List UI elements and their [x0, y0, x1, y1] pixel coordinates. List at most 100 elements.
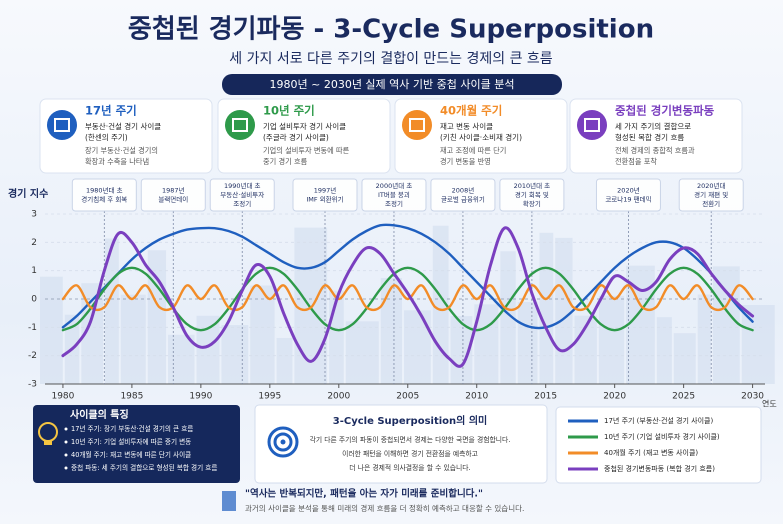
annotation-text: 1997년 — [314, 186, 337, 195]
feature-item: 중첩 파동: 세 주기의 결합으로 형성된 복합 경기 흐름 — [71, 463, 217, 472]
annotation-box — [140, 178, 206, 212]
annotation-box — [678, 178, 744, 212]
building — [697, 294, 711, 384]
y-tick-label: 3 — [31, 210, 37, 220]
card-line: 재고 변동 사이클 — [440, 121, 493, 131]
y-tick-label: 1 — [31, 266, 37, 276]
building — [450, 316, 473, 384]
legend-label: 17년 주기 (부동산·건설 경기 사이클) — [604, 416, 713, 425]
card-line: 기업 설비투자 경기 사이클 — [263, 121, 346, 131]
building — [120, 294, 146, 384]
card-line: (주글라 경기 사이클) — [263, 132, 329, 142]
bullet — [64, 453, 68, 457]
subtitle: 세 가지 서로 다른 주기의 결합이 만드는 경제의 큰 흐름 — [229, 51, 553, 67]
quote: "역사는 반복되지만, 패턴을 아는 자가 미래를 준비합니다." — [245, 488, 483, 500]
card — [217, 98, 391, 174]
y-tick-label: -2 — [28, 351, 37, 361]
annotation-text: 부동산·설비투자 — [220, 190, 264, 199]
building — [168, 334, 195, 384]
card-line: 세 가지 주기의 결합으로 — [615, 121, 691, 131]
x-axis-label: 연도 — [762, 400, 777, 409]
building — [598, 295, 625, 384]
card-note: 경기 변동을 반영 — [440, 157, 491, 166]
card — [39, 98, 213, 174]
y-tick-label: 2 — [31, 238, 37, 248]
card-note: 전환점을 포착 — [615, 157, 657, 166]
x-tick-label: 2025 — [672, 392, 695, 402]
annotation-text: 1987년 — [162, 186, 185, 195]
x-tick-label: 1995 — [258, 392, 281, 402]
annotation-text: 경기 재편 및 — [694, 190, 728, 199]
y-tick-label: -3 — [28, 380, 37, 390]
building — [539, 232, 554, 384]
x-tick-label: 2015 — [534, 392, 557, 402]
quote-note: 과거의 사이클을 분석을 통해 미래의 경제 흐름을 더 정확히 예측하고 대응… — [245, 503, 524, 513]
annotation-box — [499, 178, 565, 212]
meaning-line: 이러한 패턴을 이해하면 경기 전환점을 예측하고 — [342, 449, 478, 458]
annotation-text: 조정기 — [385, 199, 403, 208]
card-note: 확장과 수축을 나타냄 — [85, 157, 149, 166]
annotation-text: 전환기 — [702, 199, 720, 208]
meaning-box — [254, 404, 548, 484]
feature-item: 10년 주기: 기업 설비투자에 따른 중기 변동 — [71, 437, 191, 446]
building — [712, 266, 740, 384]
x-tick-label: 2010 — [465, 392, 488, 402]
bullet — [64, 466, 68, 470]
building — [221, 325, 249, 384]
annotation-text: 조정기 — [233, 199, 251, 208]
annotation-box — [71, 178, 137, 212]
x-tick-label: 1990 — [189, 392, 212, 402]
building — [555, 237, 573, 384]
card-icon — [402, 110, 432, 140]
chart-icon — [222, 491, 236, 511]
card-icon — [577, 110, 607, 140]
card-title: 10년 주기 — [263, 104, 315, 118]
legend-box — [555, 406, 762, 484]
legend-label: 10년 주기 (기업 설비투자 경기 사이클) — [604, 432, 720, 441]
bullet — [64, 427, 68, 431]
card — [394, 98, 568, 174]
building — [294, 227, 328, 384]
y-axis-label: 경기 지수 — [8, 187, 48, 200]
building — [345, 321, 379, 384]
annotation-text: 2020년대 — [697, 181, 726, 190]
features-title: 사이클의 특징 — [70, 408, 129, 421]
meaning-title: 3-Cycle Superposition의 의미 — [333, 414, 487, 427]
meaning-line: 각기 다른 주기의 파동이 중첩되면서 경제는 다양한 국면을 경험합니다. — [310, 435, 511, 444]
building — [404, 310, 431, 384]
card-line: 부동산·건설 경기 사이클 — [85, 121, 161, 131]
building — [673, 333, 696, 384]
card-icon-glyph — [232, 118, 248, 132]
card-line: (키친 사이클·소비재 경기) — [440, 132, 522, 142]
annotation-box — [430, 178, 496, 212]
annotation-box — [595, 178, 661, 212]
annotation-text: 글로벌 금융위기 — [441, 195, 485, 204]
building — [81, 283, 104, 384]
y-tick-label: -1 — [28, 323, 37, 333]
x-tick-label: 2000 — [327, 392, 350, 402]
card-title: 중첩된 경기변동파동 — [615, 104, 715, 118]
card-note: 재고 조정에 따른 단기 — [440, 146, 506, 155]
title: 중첩된 경기파동 - 3-Cycle Superposition — [128, 15, 654, 45]
target-icon-inner — [273, 432, 293, 452]
target-icon-center — [280, 439, 286, 445]
features-box — [33, 405, 240, 483]
building — [500, 251, 516, 384]
building — [741, 305, 775, 384]
annotation-text: 경기침체 후 회복 — [81, 195, 127, 204]
annotation-box — [292, 178, 358, 212]
card-note: 중기 경기 흐름 — [263, 157, 308, 166]
annotation-text: 2000년대 초 — [376, 181, 413, 190]
card-note: 기업의 설비투자 변동에 따른 — [263, 146, 350, 155]
series-line — [61, 226, 755, 368]
annotation-text: 2010년대 초 — [514, 181, 551, 190]
target-icon — [267, 426, 299, 458]
banner — [222, 74, 562, 95]
legend-label: 중첩된 경기변동파동 (복합 경기 흐름) — [604, 464, 715, 473]
building — [196, 315, 220, 384]
annotation-text: 경기 회복 및 — [515, 190, 549, 199]
series-line — [61, 284, 754, 312]
card-title: 17년 주기 — [85, 104, 137, 118]
card-icon — [47, 110, 77, 140]
building — [574, 315, 597, 384]
